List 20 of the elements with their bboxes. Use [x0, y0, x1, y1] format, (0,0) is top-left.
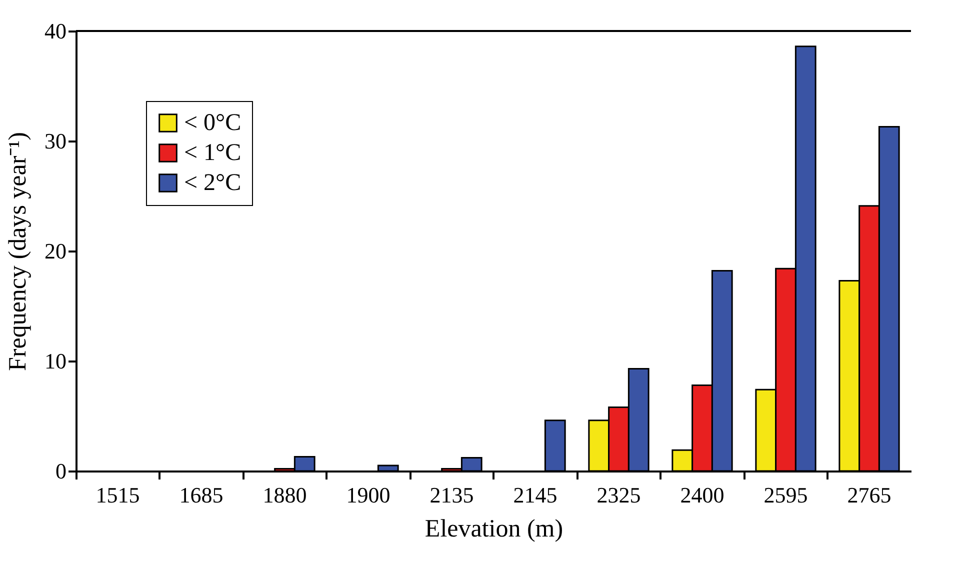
x-tick-label: 1685	[179, 482, 224, 508]
legend-label: < 0°C	[184, 110, 242, 136]
x-tick-label: 2765	[847, 482, 892, 508]
x-tick-label: 2135	[430, 482, 474, 508]
y-tick-label: 30	[44, 128, 66, 154]
x-tick-label: 2145	[513, 482, 558, 508]
x-tick-label: 1900	[346, 482, 390, 508]
y-tick-label: 10	[44, 348, 66, 374]
x-tick-label: 2400	[680, 482, 724, 508]
y-tick-label: 20	[44, 238, 66, 264]
y-tick-label: 0	[56, 458, 66, 484]
x-axis-title: Elevation (m)	[424, 516, 564, 542]
y-axis-title: Frequency (days year⁻¹)	[4, 132, 32, 372]
x-tick-label: 1515	[96, 482, 140, 508]
legend-label: < 1°C	[184, 140, 242, 166]
x-tick-label: 2325	[596, 482, 641, 508]
x-tick-label: 2595	[764, 482, 808, 508]
x-tick-label: 1880	[262, 482, 307, 508]
y-tick-label: 40	[44, 18, 66, 44]
legend-label: < 2°C	[184, 170, 242, 196]
